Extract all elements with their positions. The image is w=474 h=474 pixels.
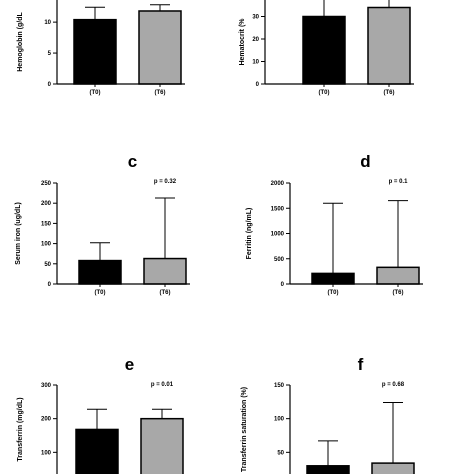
- y-axis-label: Serum iron (ug/dL): [15, 202, 22, 265]
- chart-panel-1: (T0) (T6) 0 5 10 Hemoglobin (g/dL: [17, 0, 185, 96]
- x-tick-label: (T6): [155, 90, 166, 96]
- panel-letter: d: [360, 152, 370, 171]
- bar-t6: [138, 10, 182, 85]
- y-axis-label: Ferritin (ng/mL): [246, 208, 253, 260]
- y-tick-label: 10: [252, 60, 259, 66]
- chart-panel-3: c (T0) (T6) 0 50 100 150 200 250 Serum iron (ug/d…: [15, 152, 190, 296]
- y-tick-label: 0: [48, 82, 52, 88]
- panel-letter: f: [358, 355, 364, 374]
- bar-t6: [376, 266, 420, 285]
- y-tick-label: 2000: [271, 181, 285, 187]
- y-tick-label: 100: [41, 450, 52, 456]
- y-tick-label: 200: [41, 201, 52, 207]
- panel-letter: c: [128, 152, 137, 171]
- bar-t0: [78, 259, 122, 285]
- chart-panel-5: e 100 200 300 Transferrin (mg/dL) p = 0.01: [17, 355, 184, 474]
- y-tick-label: 0: [256, 82, 260, 88]
- x-tick-label: (T0): [328, 290, 339, 296]
- y-tick-label: 30: [252, 15, 259, 21]
- x-tick-label: (T6): [393, 290, 404, 296]
- bar-t0: [75, 428, 119, 474]
- p-value-label: p = 0.1: [389, 179, 409, 185]
- y-tick-label: 10: [44, 20, 51, 26]
- bar-t0: [302, 15, 346, 85]
- panel-letter: e: [125, 355, 134, 374]
- x-tick-label: (T6): [160, 290, 171, 296]
- chart-panel-4: d (T0) (T6) 0 500 1000 1500 2000 Ferritin (ng/mL…: [246, 152, 423, 296]
- bar-t6: [367, 6, 411, 85]
- bar-t0: [306, 465, 350, 474]
- y-tick-label: 150: [274, 383, 285, 389]
- y-tick-label: 50: [44, 262, 51, 268]
- y-tick-label: 50: [277, 450, 284, 456]
- chart-panel-2: (T0) (T6) 0 10 20 30 Hematocrit (%: [239, 0, 414, 96]
- y-tick-label: 250: [41, 181, 52, 187]
- y-tick-label: 100: [41, 242, 52, 248]
- y-tick-label: 1500: [271, 206, 285, 212]
- p-value-label: p = 0.01: [151, 382, 174, 388]
- p-value-label: p = 0.32: [154, 179, 177, 185]
- x-tick-label: (T0): [90, 90, 101, 96]
- y-axis-label: Transferrin saturation (%): [241, 387, 248, 472]
- x-tick-label: (T0): [95, 290, 106, 296]
- bar-t0: [73, 18, 117, 85]
- y-tick-label: 0: [48, 282, 52, 288]
- y-tick-label: 300: [41, 383, 52, 389]
- p-value-label: p = 0.68: [382, 382, 405, 388]
- x-tick-label: (T0): [319, 90, 330, 96]
- y-tick-label: 5: [48, 51, 52, 57]
- y-tick-label: 500: [274, 257, 285, 263]
- bar-t6: [143, 257, 187, 285]
- bar-t6: [371, 462, 415, 474]
- x-tick-label: (T6): [384, 90, 395, 96]
- y-tick-label: 0: [281, 282, 285, 288]
- y-tick-label: 200: [41, 417, 52, 423]
- bar-t6: [140, 417, 184, 474]
- y-axis-label: Transferrin (mg/dL): [17, 397, 24, 461]
- y-tick-label: 150: [41, 221, 52, 227]
- y-tick-label: 20: [252, 37, 259, 43]
- chart-panel-6: f 50 100 150 Transferrin saturation (%) p = 0…: [241, 355, 415, 474]
- y-axis-label: Hemoglobin (g/dL: [17, 12, 24, 72]
- bar-t0: [311, 272, 355, 285]
- y-tick-label: 100: [274, 417, 285, 423]
- y-axis-label: Hematocrit (%: [239, 18, 246, 66]
- y-tick-label: 1000: [271, 232, 285, 238]
